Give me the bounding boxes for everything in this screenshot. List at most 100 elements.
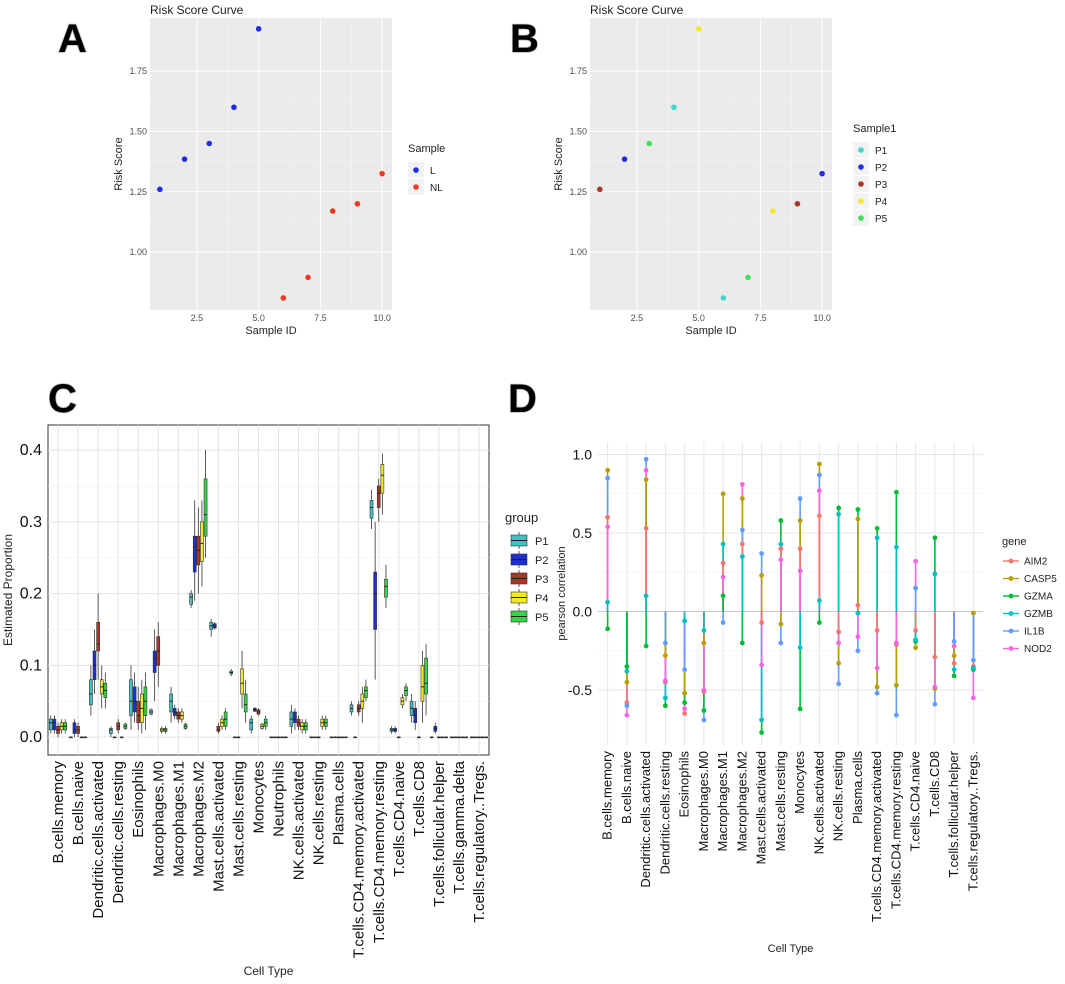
correlation-point [682, 706, 688, 712]
box [136, 700, 141, 724]
correlation-point [797, 568, 803, 574]
plot-background [590, 18, 832, 310]
y-tick-label: 0.0 [573, 604, 593, 620]
legend-entry: CASP5 [1024, 574, 1057, 585]
x-tick-label: T.cells.CD4.memory.resting [888, 751, 903, 909]
y-axis-label: Estimated Proportion [1, 534, 15, 646]
legend-entry: L [430, 166, 436, 177]
box [249, 718, 254, 731]
panel-label-c: C [48, 377, 77, 421]
correlation-point [913, 627, 919, 633]
data-point [181, 156, 188, 162]
panel-a-chart: 2.5 5.0 7.5 10.0 1.00 1.25 1.50 1.75 Risk Score … [113, 3, 445, 337]
correlation-point [739, 496, 745, 501]
x-tick-label: Mast.cells.resting [773, 751, 788, 851]
correlation-point [951, 643, 957, 649]
x-tick-label: Neutrophils [271, 761, 288, 837]
box [243, 693, 248, 713]
x-tick-label: Macrophages.M0 [696, 751, 711, 851]
box [293, 711, 297, 724]
correlation-point [778, 557, 784, 563]
correlation-point [855, 602, 861, 608]
box [369, 500, 374, 519]
x-axis-label: Cell Type [768, 943, 814, 955]
y-tick-label: 0.4 [20, 442, 42, 459]
legend-swatch [1008, 576, 1014, 581]
x-tick-label: T.cells.follicular.helper [946, 750, 961, 877]
correlation-point [913, 645, 919, 651]
y-tick-label: 1.50 [129, 126, 147, 136]
chart-title: Risk Score Curve [150, 3, 244, 17]
x-tick-label: NK.cells.resting [831, 751, 846, 841]
legend-title: Sample [408, 143, 445, 155]
panel-d-chart: -0.5 0.0 0.5 1.0 B.cells.memory B.cells.naive… [556, 442, 1057, 955]
correlation-point [816, 472, 822, 478]
x-tick-label: NK.cells.activated [291, 761, 308, 880]
plot-panel [598, 442, 983, 745]
x-tick-label: 10.0 [813, 313, 831, 323]
x-tick-label: Mast.cells.resting [230, 761, 247, 877]
box [200, 521, 204, 562]
legend-entry: P5 [875, 214, 888, 225]
correlation-point [816, 461, 822, 467]
correlation-point [624, 679, 630, 685]
correlation-point [932, 571, 938, 577]
correlation-point [816, 598, 822, 603]
x-tick-label: Dendritic.cells.resting [657, 751, 672, 875]
box [152, 650, 157, 673]
x-axis-label: Sample ID [245, 325, 296, 337]
correlation-point [624, 712, 630, 718]
correlation-point [836, 505, 842, 511]
correlation-point [739, 541, 745, 547]
legend-entry: AIM2 [1024, 557, 1048, 568]
correlation-point [739, 554, 745, 560]
data-point [280, 295, 287, 301]
data-point [769, 208, 776, 214]
correlation-point [624, 703, 630, 709]
y-tick-label: 1.75 [569, 66, 587, 76]
legend-entry: GZMA [1024, 592, 1053, 603]
correlation-point [778, 640, 784, 646]
correlation-point [816, 513, 822, 519]
correlation-point [662, 695, 668, 701]
x-tick-label: B.cells.memory [50, 761, 67, 864]
correlation-point [739, 640, 745, 646]
legend-entry: NL [430, 183, 443, 194]
x-tick-label: T.cells.CD4.naive [391, 761, 408, 877]
legend-entry: IL1B [1024, 627, 1045, 638]
y-tick-label: 1.75 [129, 66, 147, 76]
correlation-point [759, 730, 765, 735]
box [424, 657, 428, 695]
correlation-point [951, 638, 957, 644]
correlation-point [605, 524, 611, 530]
legend-entry: P4 [875, 197, 888, 208]
correlation-point [874, 665, 880, 671]
correlation-point [759, 620, 765, 625]
correlation-point [932, 654, 938, 660]
x-tick-label: 5.0 [252, 313, 265, 323]
x-tick-label: Dendritic.cells.activated [638, 751, 653, 888]
correlation-point [836, 640, 842, 646]
correlation-point [605, 467, 611, 473]
legend-swatch [858, 215, 864, 221]
panel-label-a: A [58, 17, 87, 61]
legend-title: Sample1 [853, 123, 896, 135]
x-tick-label: T.cells.CD4.naive [908, 751, 923, 851]
legend-swatch [1008, 593, 1014, 599]
y-tick-label: 1.25 [569, 187, 587, 197]
data-point [720, 295, 727, 301]
correlation-point [682, 711, 688, 717]
data-point [621, 156, 628, 162]
panel-label-b: B [510, 17, 539, 61]
correlation-point [874, 525, 880, 531]
correlation-point [662, 678, 668, 684]
box [420, 665, 425, 702]
correlation-point [951, 667, 957, 673]
legend-entry: P3 [535, 574, 548, 586]
box [384, 578, 388, 598]
data-point [157, 186, 163, 193]
legend-entry: P3 [875, 180, 888, 191]
correlation-point [836, 681, 842, 687]
data-point [646, 140, 653, 147]
